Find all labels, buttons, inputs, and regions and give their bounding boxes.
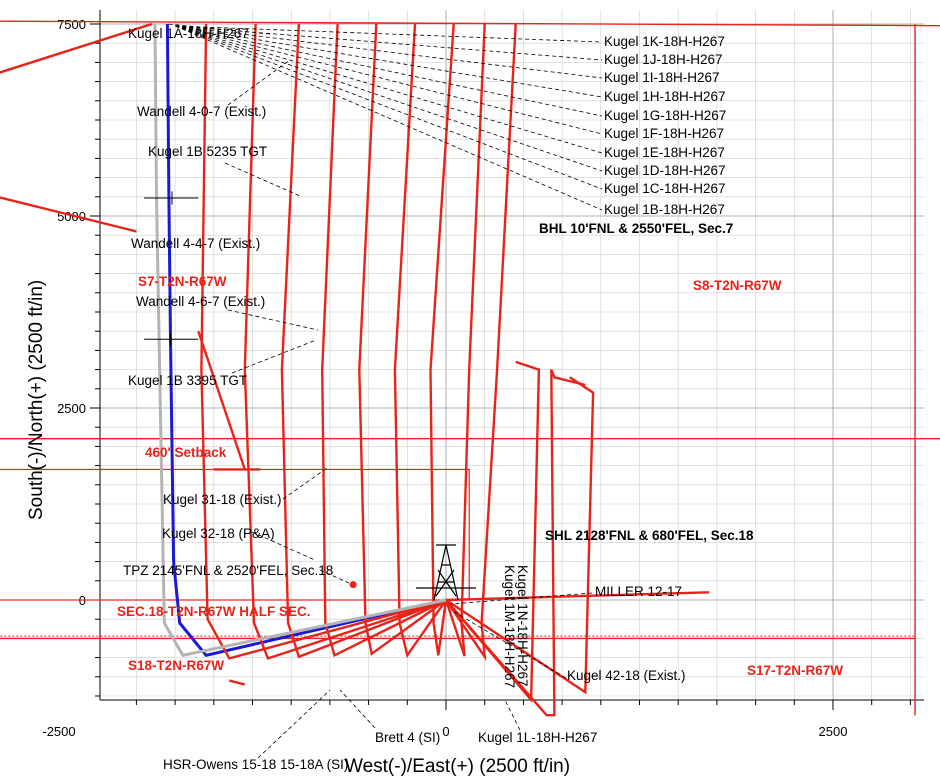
x-tick-label: -2500 <box>42 724 75 739</box>
leader-kugel-k-to-b <box>175 25 603 211</box>
leader-kugel-1b-5235 <box>224 162 301 197</box>
label-kugel-1d: Kugel 1D-18H-H267 <box>604 163 726 178</box>
label-kugel-1a: Kugel 1A-18H-H267 <box>128 26 249 41</box>
y-axis-label: South(-)/North(+) (2500 ft/in) <box>26 280 47 520</box>
well-path-1j-18h-h267 <box>444 23 486 657</box>
label-kugel-1h: Kugel 1H-18H-H267 <box>604 89 726 104</box>
leader-miller <box>450 592 593 605</box>
target-3395-marker <box>144 332 199 346</box>
label-kugel-1m: Kugel 1M-18H-H267 <box>502 565 517 688</box>
label-bhl: BHL 10'FNL & 2550'FEL, Sec.7 <box>539 221 733 236</box>
leader-wandell-4-6-7 <box>227 309 319 331</box>
label-kugel-1l: Kugel 1L-18H-H267 <box>478 730 597 745</box>
well-miller-12-17 <box>445 591 710 602</box>
label-kugel-1b-3395: Kugel 1B 3395 TGT <box>128 373 247 388</box>
label-kugel-1b-5235: Kugel 1B 5235 TGT <box>148 144 267 159</box>
kugel-32-18-marker <box>349 581 357 589</box>
well-wandell-4-6-7 <box>197 330 246 470</box>
leader-tpz <box>319 569 350 584</box>
leader-kugel-k-to-b <box>175 25 603 43</box>
label-tpz: TPZ 2145'FNL & 2520'FEL, Sec.18 <box>123 563 333 578</box>
label-section-17: S17-T2N-R67W <box>747 663 843 678</box>
well-hsr-owens <box>229 679 246 686</box>
y-tick-label: 7500 <box>57 17 86 32</box>
label-miller-12-17: MILLER 12-17 <box>595 584 682 599</box>
label-wandell-4-4-7: Wandell 4-4-7 (Exist.) <box>131 236 260 251</box>
well-path-1m-18h-h267 <box>445 360 541 703</box>
well-path-1f-18h-h267 <box>320 23 447 658</box>
label-kugel-1i: Kugel 1I-18H-H267 <box>604 70 720 85</box>
section-boundary-north <box>0 20 940 27</box>
drilling-rig-icon <box>416 544 476 601</box>
label-shl: SHL 2128'FNL & 680'FEL, Sec.18 <box>545 528 754 543</box>
leader-kugel-42-18 <box>450 609 567 679</box>
target-5235-marker <box>144 191 199 205</box>
leader-kugel-1l <box>504 699 521 731</box>
leader-kugel-k-to-b <box>175 25 603 135</box>
label-kugel-1f: Kugel 1F-18H-H267 <box>604 126 724 141</box>
label-hsr-owens: HSR-Owens 15-18 15-18A (SI) <box>163 757 348 772</box>
leader-kugel-k-to-b <box>175 25 603 79</box>
label-kugel-32-18: Kugel 32-18 (P&A) <box>162 526 275 541</box>
label-kugel-1n: Kugel 1N-18H-H267 <box>515 565 530 687</box>
x-tick-label: 2500 <box>819 724 848 739</box>
well-path-1e-18h-h267 <box>280 23 447 659</box>
well-path-1c-18h-h267 <box>200 23 447 660</box>
leader-hsr-owens <box>257 689 331 759</box>
label-kugel-1k: Kugel 1K-18H-H267 <box>604 34 725 49</box>
setback-box <box>0 468 470 601</box>
label-kugel-31-18: Kugel 31-18 (Exist.) <box>163 492 282 507</box>
label-kugel-42-18: Kugel 42-18 (Exist.) <box>567 668 686 683</box>
label-setback: 460' Setback <box>145 445 227 460</box>
label-section-8: S8-T2N-R67W <box>693 278 782 293</box>
leader-wandell-4-0-7 <box>227 59 291 106</box>
leader-kugel-32-18 <box>251 531 316 561</box>
well-path-1g-18h-h267 <box>358 23 447 656</box>
well-path-1d-18h-h267 <box>243 23 447 660</box>
leader-brett-4 <box>339 689 376 729</box>
well-path-1h-18h-h267 <box>393 23 447 659</box>
label-sec18-half: SEC.18-T2N-R67W HALF SEC. <box>117 604 311 619</box>
leader-kugel-1b-3395 <box>231 339 317 374</box>
y-tick-label: 2500 <box>57 401 86 416</box>
leader-kugel-k-to-b <box>175 25 603 117</box>
label-section-18: S18-T2N-R67W <box>128 658 224 673</box>
leader-kugel-k-to-b <box>175 25 603 190</box>
label-kugel-1j: Kugel 1J-18H-H267 <box>604 52 723 67</box>
label-wandell-4-0-7: Wandell 4-0-7 (Exist.) <box>137 104 266 119</box>
leader-kugel-k-to-b <box>175 25 603 98</box>
leader-kugel-1a <box>167 23 271 35</box>
well-path-1l-18h-h267 <box>445 369 586 717</box>
well-wandell-4-0-7 <box>0 22 153 74</box>
leader-kugel-31-18 <box>282 467 328 500</box>
label-kugel-1g: Kugel 1G-18H-H267 <box>604 108 726 123</box>
well-path-1i-18h-h267 <box>429 23 455 656</box>
label-wandell-4-6-7: Wandell 4-6-7 (Exist.) <box>136 294 265 309</box>
x-tick-label: 0 <box>442 724 449 739</box>
label-brett-4: Brett 4 (SI) <box>375 730 440 745</box>
label-section-7: S7-T2N-R67W <box>138 274 227 289</box>
well-wandell-4-4-7 <box>0 196 137 233</box>
label-kugel-1c: Kugel 1C-18H-H267 <box>604 181 726 196</box>
x-axis-label: West(-)/East(+) (2500 ft/in) <box>345 756 570 777</box>
well-path-1n-18h-h267 <box>445 376 595 695</box>
well-path-1a-18h-h267 <box>153 23 447 657</box>
leader-kugel-k-to-b <box>175 25 603 172</box>
leader-kugel-k-to-b <box>175 25 603 154</box>
label-kugel-1b: Kugel 1B-18H-H267 <box>604 202 725 217</box>
label-kugel-1e: Kugel 1E-18H-H267 <box>604 145 725 160</box>
